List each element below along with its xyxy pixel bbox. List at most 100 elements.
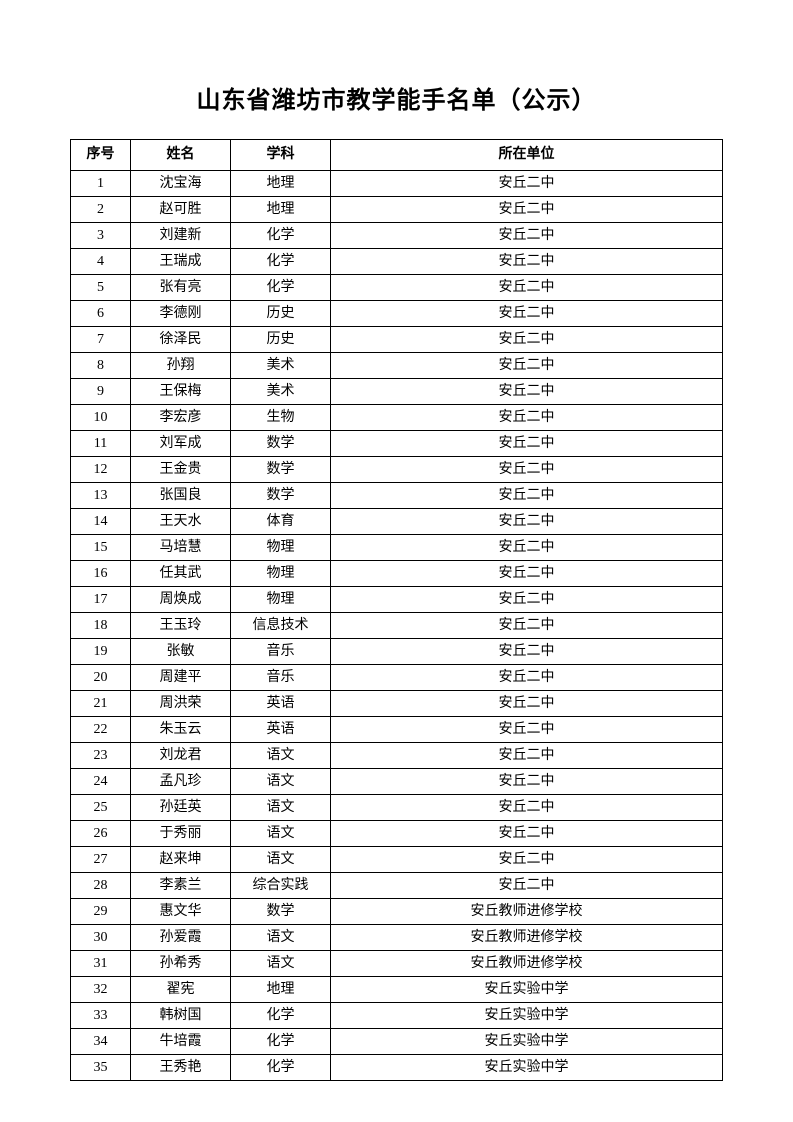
table-cell: 4: [71, 249, 131, 275]
table-cell: 孙翔: [131, 353, 231, 379]
table-row: 19张敏音乐安丘二中: [71, 639, 723, 665]
table-cell: 安丘二中: [331, 457, 723, 483]
table-cell: 语文: [231, 925, 331, 951]
table-cell: 安丘二中: [331, 275, 723, 301]
header-unit: 所在单位: [331, 140, 723, 171]
table-cell: 安丘二中: [331, 535, 723, 561]
table-row: 8孙翔美术安丘二中: [71, 353, 723, 379]
table-cell: 历史: [231, 327, 331, 353]
table-row: 7徐泽民历史安丘二中: [71, 327, 723, 353]
table-cell: 体育: [231, 509, 331, 535]
table-cell: 英语: [231, 691, 331, 717]
table-row: 10李宏彦生物安丘二中: [71, 405, 723, 431]
table-row: 25孙廷英语文安丘二中: [71, 795, 723, 821]
table-cell: 数学: [231, 899, 331, 925]
table-row: 11刘军成数学安丘二中: [71, 431, 723, 457]
table-cell: 安丘二中: [331, 405, 723, 431]
table-cell: 美术: [231, 353, 331, 379]
table-cell: 翟宪: [131, 977, 231, 1003]
table-cell: 李素兰: [131, 873, 231, 899]
table-cell: 安丘二中: [331, 431, 723, 457]
table-cell: 31: [71, 951, 131, 977]
table-cell: 化学: [231, 249, 331, 275]
table-cell: 安丘实验中学: [331, 1003, 723, 1029]
table-cell: 语文: [231, 821, 331, 847]
table-cell: 安丘二中: [331, 717, 723, 743]
table-row: 29惠文华数学安丘教师进修学校: [71, 899, 723, 925]
table-cell: 王天水: [131, 509, 231, 535]
table-cell: 24: [71, 769, 131, 795]
table-row: 13张国良数学安丘二中: [71, 483, 723, 509]
table-cell: 王保梅: [131, 379, 231, 405]
table-cell: 7: [71, 327, 131, 353]
table-row: 21周洪荣英语安丘二中: [71, 691, 723, 717]
table-row: 20周建平音乐安丘二中: [71, 665, 723, 691]
table-cell: 安丘教师进修学校: [331, 925, 723, 951]
teacher-table: 序号 姓名 学科 所在单位 1沈宝海地理安丘二中2赵可胜地理安丘二中3刘建新化学…: [70, 139, 723, 1081]
table-cell: 于秀丽: [131, 821, 231, 847]
table-cell: 徐泽民: [131, 327, 231, 353]
table-cell: 沈宝海: [131, 171, 231, 197]
table-cell: 化学: [231, 275, 331, 301]
table-row: 18王玉玲信息技术安丘二中: [71, 613, 723, 639]
table-header-row: 序号 姓名 学科 所在单位: [71, 140, 723, 171]
table-cell: 13: [71, 483, 131, 509]
table-row: 15马培慧物理安丘二中: [71, 535, 723, 561]
header-name: 姓名: [131, 140, 231, 171]
table-cell: 安丘二中: [331, 197, 723, 223]
table-row: 35王秀艳化学安丘实验中学: [71, 1055, 723, 1081]
table-cell: 27: [71, 847, 131, 873]
table-cell: 20: [71, 665, 131, 691]
table-cell: 安丘教师进修学校: [331, 951, 723, 977]
table-cell: 韩树国: [131, 1003, 231, 1029]
table-cell: 语文: [231, 769, 331, 795]
table-cell: 安丘二中: [331, 301, 723, 327]
table-cell: 孙爱霞: [131, 925, 231, 951]
table-cell: 安丘实验中学: [331, 1029, 723, 1055]
table-cell: 周焕成: [131, 587, 231, 613]
table-cell: 化学: [231, 1029, 331, 1055]
table-cell: 物理: [231, 587, 331, 613]
table-cell: 12: [71, 457, 131, 483]
table-cell: 物理: [231, 561, 331, 587]
table-cell: 刘建新: [131, 223, 231, 249]
table-cell: 21: [71, 691, 131, 717]
table-cell: 26: [71, 821, 131, 847]
table-cell: 安丘二中: [331, 587, 723, 613]
table-cell: 王秀艳: [131, 1055, 231, 1081]
table-cell: 孙希秀: [131, 951, 231, 977]
table-cell: 化学: [231, 223, 331, 249]
table-cell: 安丘二中: [331, 327, 723, 353]
table-row: 28李素兰综合实践安丘二中: [71, 873, 723, 899]
table-cell: 28: [71, 873, 131, 899]
table-cell: 数学: [231, 483, 331, 509]
page-title: 山东省潍坊市教学能手名单（公示）: [70, 80, 723, 115]
table-cell: 1: [71, 171, 131, 197]
table-row: 23刘龙君语文安丘二中: [71, 743, 723, 769]
table-cell: 孟凡珍: [131, 769, 231, 795]
table-cell: 17: [71, 587, 131, 613]
table-cell: 地理: [231, 197, 331, 223]
table-cell: 地理: [231, 977, 331, 1003]
table-cell: 5: [71, 275, 131, 301]
table-row: 14王天水体育安丘二中: [71, 509, 723, 535]
table-cell: 25: [71, 795, 131, 821]
table-cell: 34: [71, 1029, 131, 1055]
table-cell: 李宏彦: [131, 405, 231, 431]
table-cell: 35: [71, 1055, 131, 1081]
table-cell: 语文: [231, 743, 331, 769]
table-cell: 数学: [231, 431, 331, 457]
table-cell: 孙廷英: [131, 795, 231, 821]
table-cell: 安丘二中: [331, 769, 723, 795]
table-cell: 安丘二中: [331, 171, 723, 197]
table-cell: 音乐: [231, 665, 331, 691]
table-cell: 30: [71, 925, 131, 951]
table-cell: 化学: [231, 1003, 331, 1029]
table-cell: 牛培霞: [131, 1029, 231, 1055]
table-cell: 语文: [231, 847, 331, 873]
table-cell: 语文: [231, 951, 331, 977]
table-cell: 安丘二中: [331, 821, 723, 847]
table-cell: 张有亮: [131, 275, 231, 301]
table-cell: 刘军成: [131, 431, 231, 457]
table-cell: 安丘二中: [331, 379, 723, 405]
